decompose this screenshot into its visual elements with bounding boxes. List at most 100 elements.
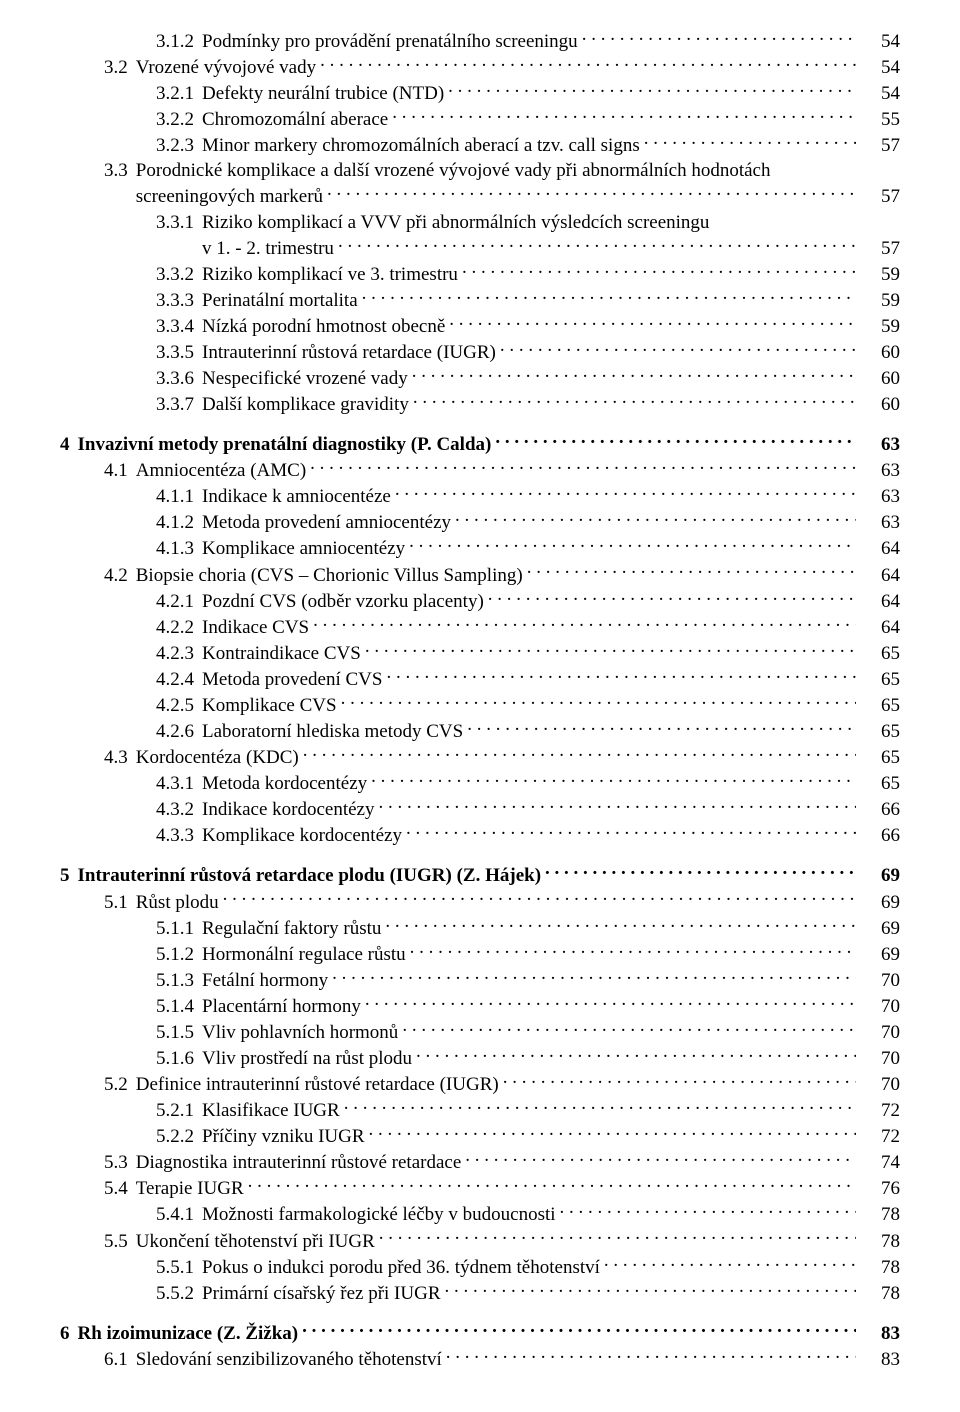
- toc-number: 5.5.2: [156, 1281, 202, 1306]
- toc-title: Ukončení těhotenství při IUGR: [136, 1229, 379, 1254]
- toc-title: Fetální hormony: [202, 968, 332, 993]
- toc-title: Růst plodu: [136, 890, 223, 915]
- toc-title: Laboratorní hlediska metody CVS: [202, 719, 467, 744]
- toc-entry: 4Invazivní metody prenatální diagnostiky…: [60, 431, 900, 457]
- toc-leader-dots: [445, 1280, 857, 1299]
- toc-title: Minor markery chromozomálních aberací a …: [202, 133, 644, 158]
- toc-entry: 4.1.1Indikace k amniocentéze63: [60, 483, 900, 509]
- toc-entry: 3.3.3Perinatální mortalita59: [60, 287, 900, 313]
- toc-title: Příčiny vzniku IUGR: [202, 1124, 369, 1149]
- toc-title: Amniocentéza (AMC): [136, 458, 310, 483]
- toc-page-number: 65: [856, 641, 900, 666]
- toc-number: 3.3.5: [156, 340, 202, 365]
- toc-number: 5.5.1: [156, 1255, 202, 1280]
- toc-leader-dots: [365, 993, 856, 1012]
- toc-number: 4.3.1: [156, 771, 202, 796]
- toc-leader-dots: [369, 1123, 856, 1142]
- toc-number: 3.2: [104, 55, 136, 80]
- toc-number: 5.2.2: [156, 1124, 202, 1149]
- toc-page-number: 64: [856, 536, 900, 561]
- toc-number: 5.5: [104, 1229, 136, 1254]
- toc-number: 3.3.7: [156, 392, 202, 417]
- toc-entry: 5.2.2Příčiny vzniku IUGR72: [60, 1123, 900, 1149]
- toc-page-number: 59: [856, 314, 900, 339]
- toc-leader-dots: [362, 287, 856, 306]
- toc-entry: 4.2.1Pozdní CVS (odběr vzorku placenty)6…: [60, 588, 900, 614]
- toc-page-number: 63: [856, 484, 900, 509]
- toc-entry: 3.3.1Riziko komplikací a VVV při abnormá…: [60, 210, 900, 235]
- toc-number: 3.3: [104, 158, 136, 183]
- toc-entry: 4.3.1Metoda kordocentézy65: [60, 770, 900, 796]
- toc-leader-dots: [545, 862, 856, 881]
- toc-number: 4.1.1: [156, 484, 202, 509]
- toc-page-number: 60: [856, 366, 900, 391]
- toc-page-number: 78: [856, 1255, 900, 1280]
- toc-title: Komplikace amniocentézy: [202, 536, 409, 561]
- toc-entry: 4.3Kordocentéza (KDC)65: [60, 744, 900, 770]
- toc-title: Metoda provedení CVS: [202, 667, 386, 692]
- toc-leader-dots: [500, 339, 856, 358]
- toc-page: 3.1.2Podmínky pro provádění prenatálního…: [0, 0, 960, 1412]
- toc-entry: 3.3.5Intrauterinní růstová retardace (IU…: [60, 339, 900, 365]
- toc-entry: 5.1.6Vliv prostředí na růst plodu70: [60, 1045, 900, 1071]
- toc-leader-dots: [313, 614, 856, 633]
- toc-leader-dots: [416, 1045, 856, 1064]
- toc-leader-dots: [488, 588, 856, 607]
- toc-leader-dots: [385, 915, 856, 934]
- toc-leader-dots: [386, 666, 856, 685]
- toc-title: Primární císařský řez při IUGR: [202, 1281, 445, 1306]
- toc-title: Terapie IUGR: [136, 1176, 248, 1201]
- toc-page-number: 69: [856, 916, 900, 941]
- toc-leader-dots: [604, 1254, 856, 1273]
- toc-entry: 5.5.2Primární císařský řez při IUGR78: [60, 1280, 900, 1306]
- toc-title: Placentární hormony: [202, 994, 365, 1019]
- toc-title: Indikace kordocentézy: [202, 797, 379, 822]
- toc-entry: 4.2.3Kontraindikace CVS65: [60, 640, 900, 666]
- toc-number: 3.3.4: [156, 314, 202, 339]
- toc-entry: 3.3.2Riziko komplikací ve 3. trimestru59: [60, 261, 900, 287]
- toc-leader-dots: [467, 718, 856, 737]
- toc-leader-dots: [503, 1071, 856, 1090]
- toc-entry: 4.1.3Komplikace amniocentézy64: [60, 535, 900, 561]
- toc-number: 3.3.6: [156, 366, 202, 391]
- toc-leader-dots: [341, 692, 856, 711]
- toc-entry: 5.4Terapie IUGR76: [60, 1175, 900, 1201]
- toc-entry: 5.1.1Regulační faktory růstu69: [60, 915, 900, 941]
- toc-leader-dots: [302, 1320, 856, 1339]
- toc-entry: 5.2.1Klasifikace IUGR72: [60, 1097, 900, 1123]
- toc-entry: 5.1.4Placentární hormony70: [60, 993, 900, 1019]
- toc-page-number: 72: [856, 1098, 900, 1123]
- toc-leader-dots: [344, 1097, 856, 1116]
- toc-title: Hormonální regulace růstu: [202, 942, 410, 967]
- toc-page-number: 63: [856, 458, 900, 483]
- toc-page-number: 63: [856, 432, 900, 457]
- toc-title: Regulační faktory růstu: [202, 916, 385, 941]
- toc-page-number: 70: [856, 1046, 900, 1071]
- toc-number: 4.2: [104, 563, 136, 588]
- toc-title: Invazivní metody prenatální diagnostiky …: [78, 432, 496, 457]
- toc-number: 5.2.1: [156, 1098, 202, 1123]
- toc-title: Perinatální mortalita: [202, 288, 362, 313]
- toc-entry: 4.1.2Metoda provedení amniocentézy63: [60, 509, 900, 535]
- toc-leader-dots: [332, 967, 856, 986]
- toc-number: 4.2.2: [156, 615, 202, 640]
- toc-number: 5: [60, 863, 78, 888]
- toc-entry: 5.1.5Vliv pohlavních hormonů70: [60, 1019, 900, 1045]
- toc-number: 4.2.6: [156, 719, 202, 744]
- toc-leader-dots: [409, 535, 856, 554]
- toc-page-number: 83: [856, 1347, 900, 1372]
- toc-page-number: 65: [856, 693, 900, 718]
- toc-entry: 5Intrauterinní růstová retardace plodu (…: [60, 862, 900, 888]
- toc-leader-dots: [365, 640, 856, 659]
- toc-leader-dots: [455, 509, 856, 528]
- toc-entry: 3.2.3Minor markery chromozomálních abera…: [60, 132, 900, 158]
- toc-page-number: 65: [856, 667, 900, 692]
- toc-entry: 4.3.2Indikace kordocentézy66: [60, 796, 900, 822]
- toc-entry: 3.3.6Nespecifické vrozené vady60: [60, 365, 900, 391]
- toc-title: Biopsie choria (CVS – Chorionic Villus S…: [136, 563, 527, 588]
- toc-page-number: 55: [856, 107, 900, 132]
- toc-title-continuation: v 1. - 2. trimestru: [202, 236, 338, 261]
- toc-number: 5.1.4: [156, 994, 202, 1019]
- toc-page-number: 64: [856, 615, 900, 640]
- toc-entry: 3.3.7Další komplikace gravidity60: [60, 391, 900, 417]
